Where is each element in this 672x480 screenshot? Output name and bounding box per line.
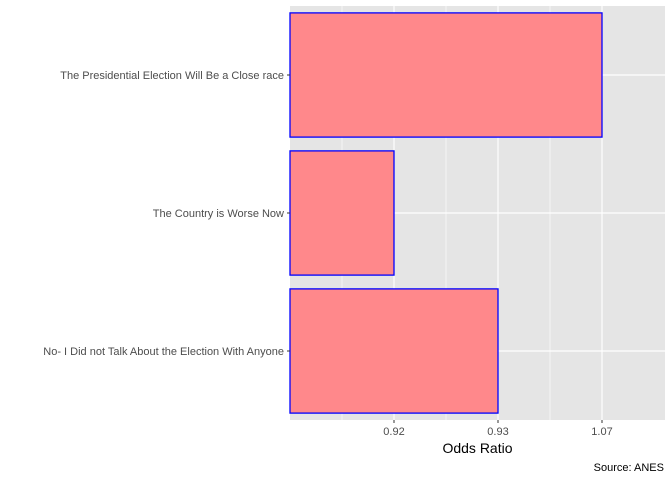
- x-tick-label-0: 0.92: [383, 426, 404, 438]
- bar-1: [289, 150, 395, 276]
- category-labels: The Presidential Election Will Be a Clos…: [43, 70, 290, 358]
- category-label-2: No- I Did not Talk About the Election Wi…: [43, 346, 284, 358]
- value-tick-labels: 0.92 0.93 1.07: [383, 420, 613, 438]
- x-tick-label-2: 1.07: [591, 426, 612, 438]
- x-axis-title: Odds Ratio: [442, 440, 512, 456]
- category-label-1: The Country is Worse Now: [153, 208, 284, 220]
- bar-2: [289, 288, 499, 414]
- bar-0: [289, 12, 603, 138]
- category-label-0: The Presidential Election Will Be a Clos…: [60, 70, 284, 82]
- bars: [289, 12, 603, 414]
- source-caption: Source: ANES: [594, 462, 664, 474]
- x-tick-label-1: 0.93: [487, 426, 508, 438]
